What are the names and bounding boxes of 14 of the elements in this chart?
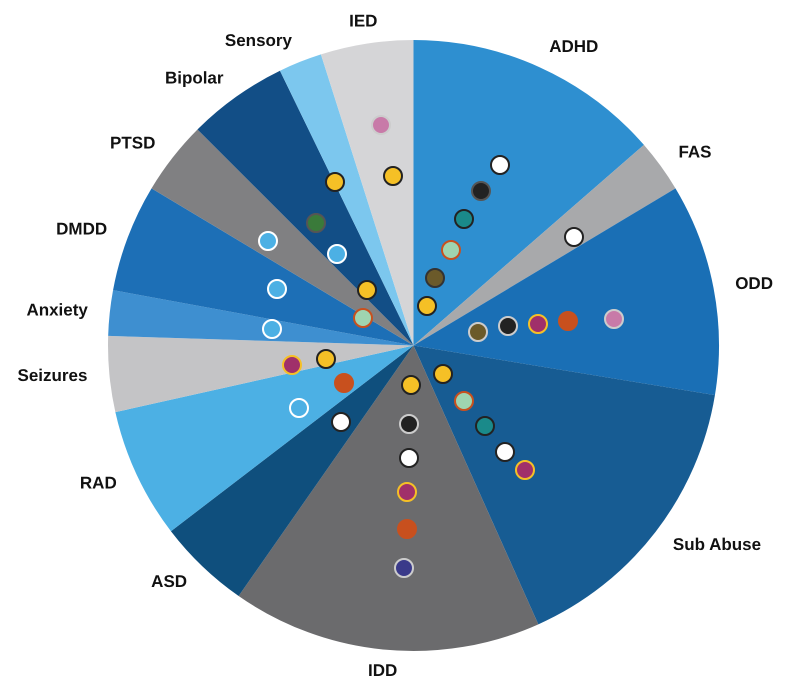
slice-label: Bipolar [164,68,224,88]
slice-label: PTSD [110,134,156,153]
slice-label: RAD [80,474,117,493]
slice-label: IDD [368,661,398,680]
slice-label: DMDD [56,219,108,238]
slice-label: FAS [678,142,712,162]
slice-label: Anxiety [26,300,88,320]
slice-label: Sensory [224,31,293,50]
slice-label: Seizures [18,366,88,386]
slice-label: ADHD [549,37,598,56]
slice-label: IED [349,12,378,31]
slice-label: Sub Abuse [672,535,762,554]
slice-label: ODD [735,274,773,293]
slice-label: ASD [151,572,188,591]
